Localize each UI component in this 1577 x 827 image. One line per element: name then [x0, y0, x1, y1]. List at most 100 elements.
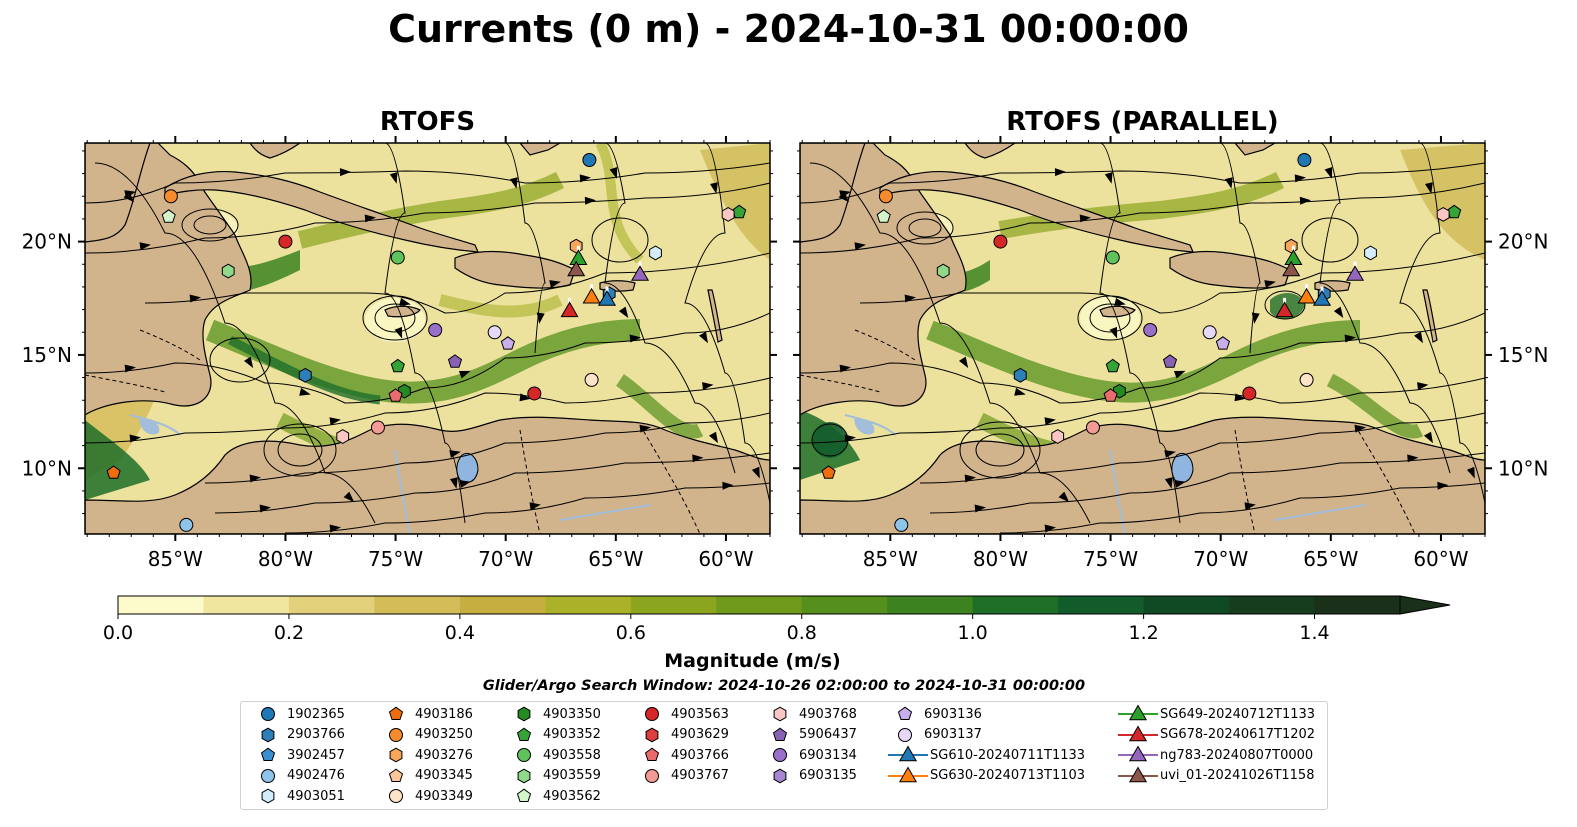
- legend-label: 4903250: [415, 727, 473, 743]
- colorbar-bin: [1143, 596, 1230, 614]
- float-marker-5906437: [1162, 354, 1178, 368]
- float-marker-4903768: [721, 207, 735, 222]
- streamline-arrow: [1437, 481, 1449, 490]
- legend-label: 4903276: [415, 747, 473, 763]
- float-marker-4903051: [649, 245, 662, 261]
- streamline-arrow: [639, 424, 651, 433]
- float-marker-1902365: [1297, 153, 1312, 167]
- lesser-antilles-land: [707, 289, 723, 343]
- streamline-arrow: [584, 196, 596, 205]
- legend-marker: [645, 707, 659, 721]
- float-marker-4903563: [993, 234, 1008, 249]
- streamline: [1099, 143, 1181, 524]
- streamline-arrow: [449, 477, 458, 489]
- glider-marker-ng783-20240807T0000: [1346, 265, 1365, 281]
- legend-label: SG678-20240617T1202: [1160, 727, 1316, 743]
- glider-marker-SG630-20240713T1103: [582, 287, 601, 304]
- legend-marker-circle-icon: [389, 727, 403, 742]
- streamline-arrow: [459, 480, 471, 488]
- legend-item: 4903558: [505, 745, 601, 765]
- legend-label: 4903345: [415, 768, 473, 784]
- colorbar-bin: [630, 596, 717, 614]
- glider-marker-SG630-20240713T1103: [1297, 287, 1316, 304]
- float-marker-4903767: [370, 420, 385, 435]
- streamline-arrow: [579, 174, 591, 183]
- legend-marker-pentagon-icon: [772, 727, 788, 741]
- float-marker-4903768: [1051, 429, 1065, 444]
- streamline-arrow: [259, 504, 271, 513]
- streamline: [929, 452, 1485, 514]
- legend-label: 3902457: [287, 747, 345, 763]
- float-marker-4903051: [1364, 245, 1377, 261]
- float-marker-4903349: [584, 372, 599, 387]
- streamline-arrow: [1079, 214, 1091, 223]
- legend-label: uvi_01-20241026T1158: [1160, 768, 1315, 784]
- streamline-arrow: [1264, 280, 1276, 288]
- legend-marker-circle-icon: [898, 727, 912, 742]
- streamline: [94, 162, 376, 524]
- legend-item: SG649-20240712T1133: [1116, 704, 1315, 724]
- float-marker-6903137: [1202, 325, 1217, 340]
- legend-marker-circle-icon: [645, 707, 659, 721]
- legend-item: 4903250: [377, 725, 473, 745]
- legend-label: 4903563: [671, 706, 729, 722]
- legend-marker-pentagon-icon: [516, 727, 532, 741]
- map-panel-rtofs-parallel: 85°W 80°W 75°W 70°W 65°W 60°W 20°N 15°N 10°N: [793, 136, 1548, 571]
- streamline-arrow: [709, 431, 718, 444]
- legend-label: 4903559: [543, 768, 601, 784]
- float-marker-6903136: [500, 336, 515, 350]
- streamline-arrow: [1104, 172, 1113, 184]
- legend-marker-triangle-icon: [1118, 725, 1158, 741]
- streamline: [999, 482, 1485, 534]
- streamline-arrow: [1058, 491, 1070, 503]
- streamline-arrow: [394, 326, 403, 339]
- legend-marker: [772, 727, 788, 741]
- float-marker-4903352: [390, 358, 405, 373]
- streamline: [144, 252, 770, 314]
- float-marker-4903766: [388, 388, 403, 402]
- colorbar-tick-label: 1.4: [1299, 622, 1330, 644]
- figure-title: Currents (0 m) - 2024-10-31 00:00:00: [388, 7, 1189, 51]
- legend-marker: [516, 788, 532, 803]
- float-marker-4903768: [1436, 207, 1450, 222]
- streamline-arrow: [389, 172, 398, 184]
- legend-marker: [644, 747, 660, 762]
- legend-marker-pentagon-icon: [260, 747, 276, 762]
- streamline-arrow: [699, 331, 708, 344]
- legend-item: 4903352: [505, 725, 601, 745]
- yucatan-land: [800, 143, 866, 243]
- float-and-glider-markers: [821, 153, 1462, 532]
- colorbar-tick-label: 0.6: [615, 622, 646, 644]
- streamline: [809, 162, 1091, 524]
- streamline: [204, 412, 770, 484]
- streamline-arrow: [629, 334, 641, 343]
- bahamas-land: [519, 143, 562, 156]
- borders: [800, 329, 1416, 534]
- legend-item: 4903768: [761, 704, 857, 724]
- legend-marker: [261, 789, 275, 804]
- streamline-arrow: [1466, 466, 1475, 479]
- colorbar-bin: [716, 596, 803, 614]
- float-marker-4903559: [221, 263, 235, 279]
- glider-marker-ng783-20240807T0000: [631, 265, 650, 281]
- legend-label: SG630-20240713T1103: [930, 768, 1086, 784]
- legend-marker: [773, 748, 787, 763]
- map-content: [85, 143, 770, 534]
- legend-marker-hexagon-icon: [517, 768, 531, 784]
- lon-tick-label: 60°W: [698, 547, 753, 571]
- streamline-arrow: [751, 466, 760, 479]
- float-marker-4903352: [1447, 204, 1462, 219]
- legend-item: 6903134: [761, 745, 857, 765]
- streamline-arrow: [959, 356, 969, 369]
- legend-marker: [389, 789, 403, 804]
- legend-marker: [645, 727, 659, 742]
- float-marker-4903558: [1105, 250, 1120, 265]
- legend-marker: [389, 747, 403, 763]
- land: [800, 143, 1485, 534]
- legend-item: 6903137: [886, 725, 982, 745]
- panel-title-rtofs: RTOFS: [379, 107, 476, 137]
- lake-nicaragua: [853, 418, 875, 435]
- legend-marker: [388, 706, 404, 720]
- streamline-arrow: [364, 214, 376, 223]
- float-marker-4903352: [1105, 358, 1120, 373]
